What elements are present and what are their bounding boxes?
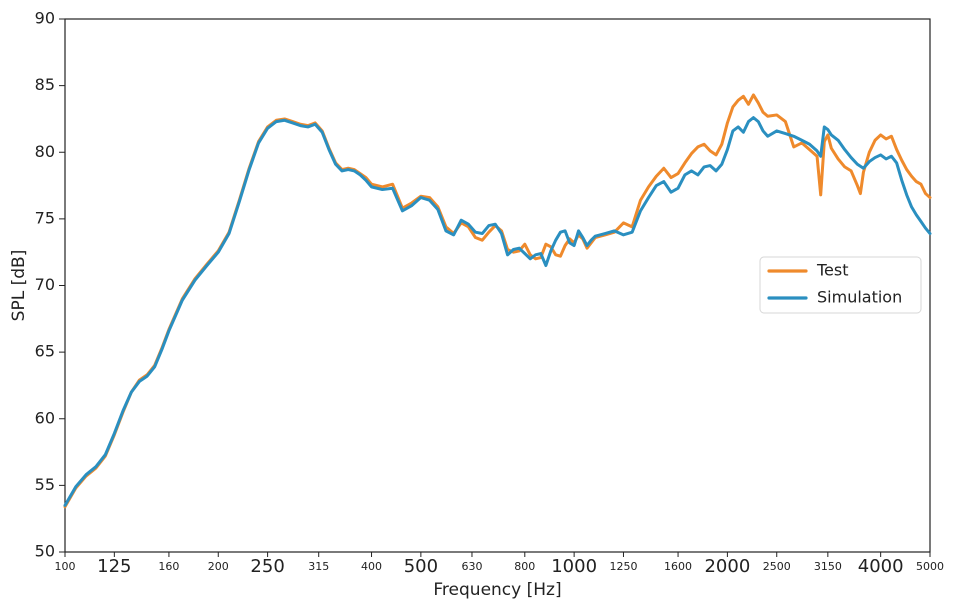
x-tick-label: 160 [158, 560, 179, 573]
x-tick-label: 1600 [664, 560, 692, 573]
y-tick-label: 55 [35, 475, 55, 494]
x-axis-label: Frequency [Hz] [433, 580, 561, 600]
x-tick-label: 1250 [609, 560, 637, 573]
x-tick-label: 630 [461, 560, 482, 573]
x-tick-label: 3150 [814, 560, 842, 573]
x-tick-label: 1000 [551, 556, 597, 577]
legend: Test Simulation [759, 256, 922, 314]
series-line-simulation [63, 116, 932, 507]
series-layer [63, 93, 932, 509]
x-tick-label: 250 [250, 556, 284, 577]
x-tick-label: 5000 [916, 560, 944, 573]
legend-label-test: Test [816, 261, 849, 280]
y-tick-label: 65 [35, 342, 55, 361]
y-tick-label: 90 [35, 9, 55, 28]
x-tick-label: 315 [308, 560, 329, 573]
y-tick-label: 70 [35, 275, 55, 294]
x-tick-label: 200 [208, 560, 229, 573]
ticks-layer: 50 55 60 65 70 75 80 85 90 100 125 160 200 250 315 400 5… [35, 9, 944, 578]
series-simulation [63, 116, 932, 507]
x-tick-label: 500 [404, 556, 438, 577]
x-tick-label: 400 [361, 560, 382, 573]
legend-label-simulation: Simulation [817, 288, 902, 307]
x-tick-label: 2500 [763, 560, 791, 573]
y-tick-label: 50 [35, 542, 55, 561]
x-tick-label: 4000 [858, 556, 904, 577]
x-tick-label: 125 [97, 556, 131, 577]
y-tick-label: 75 [35, 208, 55, 227]
y-tick-label: 80 [35, 142, 55, 161]
y-tick-label: 60 [35, 408, 55, 427]
x-tick-label: 800 [514, 560, 535, 573]
y-axis-label: SPL [dB] [9, 250, 29, 322]
y-tick-label: 85 [35, 75, 55, 94]
x-tick-label: 2000 [704, 556, 750, 577]
x-tick-label: 100 [55, 560, 76, 573]
